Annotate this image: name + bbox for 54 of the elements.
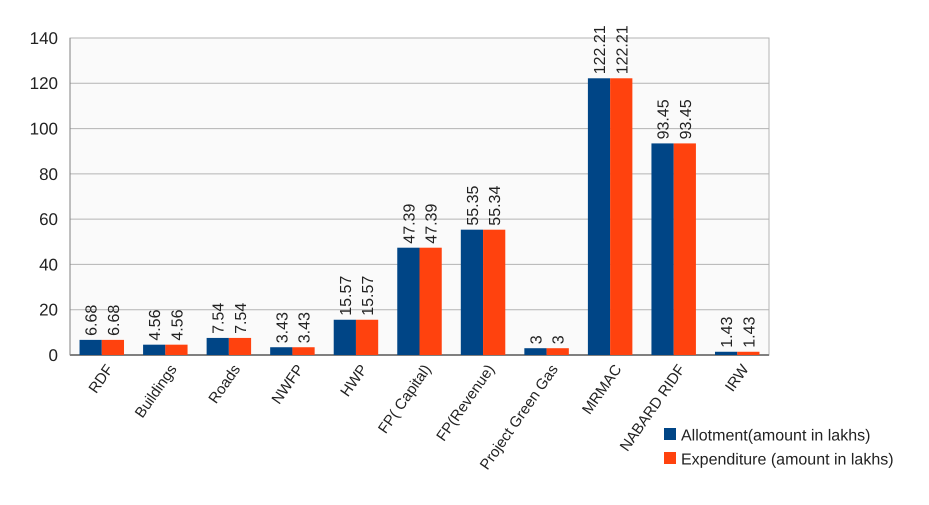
y-tick-label: 0 — [48, 346, 58, 365]
data-label: 4.56 — [147, 309, 164, 341]
bar — [524, 348, 547, 355]
bar — [292, 347, 315, 355]
data-label: 7.54 — [232, 302, 250, 334]
y-tick-label: 120 — [30, 74, 58, 94]
bar — [356, 320, 378, 355]
bar — [270, 347, 292, 355]
data-label: 55.35 — [464, 186, 482, 226]
bar — [165, 344, 188, 355]
bar — [397, 248, 420, 355]
y-tick-label: 40 — [39, 255, 58, 274]
bar — [334, 320, 356, 355]
data-label: 6.68 — [106, 304, 123, 336]
y-tick-label: 80 — [39, 164, 58, 184]
bar — [143, 344, 166, 355]
data-label: 7.54 — [210, 302, 228, 334]
data-label: 93.45 — [678, 99, 695, 140]
data-label: 93.45 — [656, 99, 673, 140]
data-label: 1.43 — [719, 316, 736, 348]
data-label: 55.34 — [487, 186, 504, 226]
bar — [737, 352, 760, 355]
bar — [102, 340, 124, 355]
data-label: 3.43 — [274, 312, 292, 344]
data-label: 4.56 — [169, 309, 186, 341]
data-label: 47.39 — [401, 204, 418, 244]
bar — [610, 78, 632, 355]
bar — [80, 340, 102, 355]
y-tick-label: 140 — [30, 28, 58, 48]
legend-label: Expenditure (amount in lakhs) — [681, 452, 894, 469]
data-label: 122.21 — [614, 25, 632, 74]
y-tick-label: 100 — [30, 120, 58, 139]
bar — [714, 352, 738, 355]
data-label: 3.43 — [296, 312, 314, 344]
bar — [460, 230, 484, 355]
data-label: 1.43 — [741, 316, 758, 348]
bar — [420, 248, 442, 355]
legend-label: Allotment(amount in lakhs) — [681, 428, 870, 445]
bar — [546, 348, 569, 355]
bar — [588, 78, 610, 355]
data-label: 3 — [550, 335, 568, 344]
bar — [483, 230, 506, 355]
bar — [228, 338, 252, 355]
y-tick-label: 60 — [39, 210, 58, 230]
data-label: 3 — [528, 335, 546, 344]
data-label: 15.57 — [338, 276, 355, 316]
data-label: 122.21 — [592, 25, 610, 74]
data-label: 47.39 — [424, 204, 441, 244]
data-label: 6.68 — [84, 304, 101, 336]
y-tick-label: 20 — [39, 300, 58, 320]
data-label: 15.57 — [360, 276, 378, 316]
bar — [651, 143, 674, 355]
bar — [206, 338, 229, 355]
bar — [674, 143, 696, 355]
